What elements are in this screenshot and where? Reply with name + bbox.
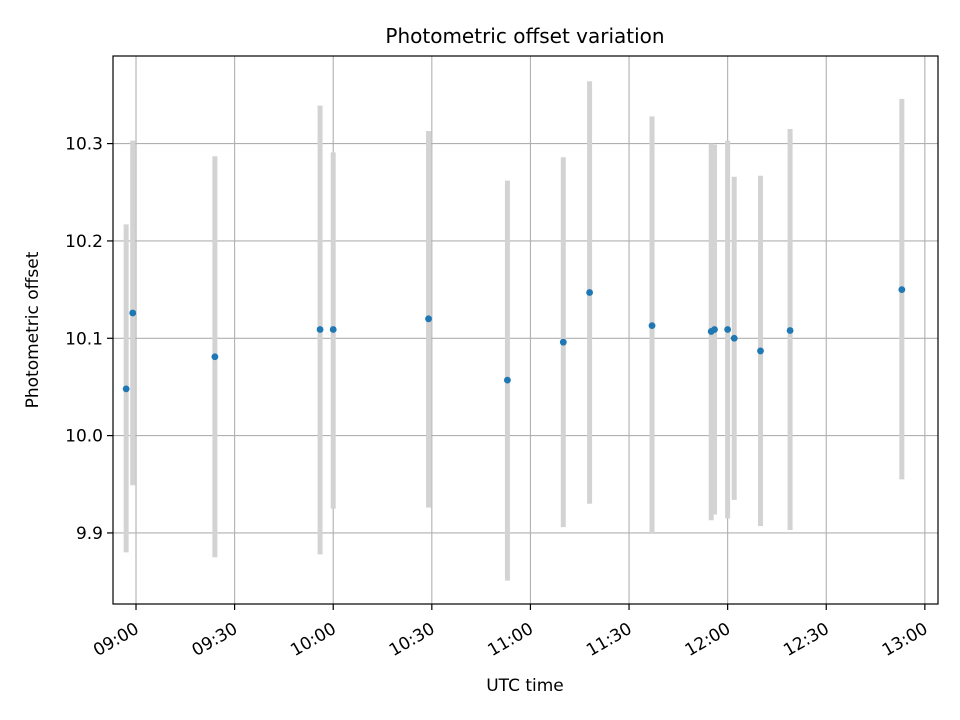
data-point	[329, 326, 337, 333]
data-point	[211, 353, 219, 361]
data-point	[724, 326, 732, 333]
chart-title: Photometric offset variation	[385, 24, 664, 48]
y-axis-title: Photometric offset	[23, 251, 43, 408]
y-tick-label: 10.1	[65, 329, 103, 349]
x-axis-title: UTC time	[486, 676, 564, 696]
data-point	[559, 338, 567, 346]
y-tick-label: 9.9	[76, 524, 103, 544]
data-point	[711, 326, 718, 333]
data-points	[122, 286, 906, 393]
y-tick-label: 10.2	[65, 232, 103, 252]
y-tick-label: 10.0	[65, 427, 103, 447]
data-point	[129, 309, 137, 317]
data-point	[730, 334, 738, 342]
data-point	[757, 347, 764, 355]
data-point	[648, 322, 656, 330]
plot-frame	[112, 55, 939, 605]
data-point	[122, 385, 130, 393]
y-axis-ticks: 9.9 10.0 10.1 10.2 10.3	[65, 135, 113, 544]
data-point	[425, 315, 432, 323]
data-point	[786, 327, 794, 334]
y-tick-label: 10.3	[65, 135, 103, 155]
data-point	[586, 289, 593, 296]
data-point	[316, 326, 324, 333]
grid	[113, 56, 938, 604]
data-point	[898, 286, 906, 294]
data-point	[504, 376, 511, 384]
